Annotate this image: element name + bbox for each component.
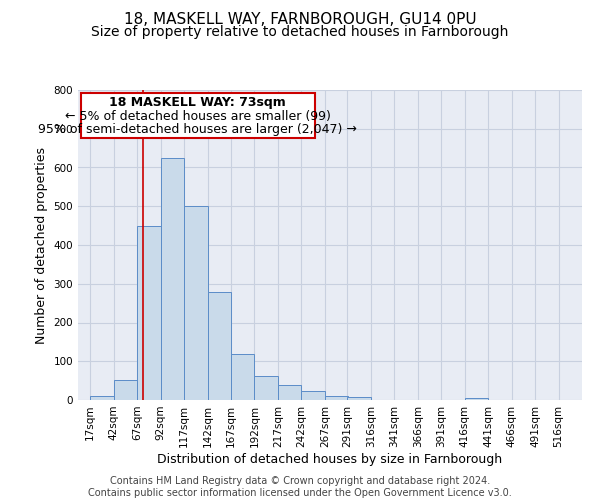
Bar (113, 380, 137, 400)
Text: 18 MASKELL WAY: 73sqm: 18 MASKELL WAY: 73sqm (109, 96, 286, 110)
Bar (301, 392, 325, 400)
Text: 18, MASKELL WAY, FARNBOROUGH, GU14 0PU: 18, MASKELL WAY, FARNBOROUGH, GU14 0PU (124, 12, 476, 28)
Text: Size of property relative to detached houses in Farnborough: Size of property relative to detached ho… (91, 25, 509, 39)
Bar (231, 354, 254, 400)
Bar (137, 226, 161, 400)
Bar (184, 206, 208, 400)
Text: ← 5% of detached houses are smaller (99): ← 5% of detached houses are smaller (99) (65, 110, 331, 123)
Bar (464, 398, 488, 400)
X-axis label: Distribution of detached houses by size in Farnborough: Distribution of detached houses by size … (157, 452, 503, 466)
Bar (254, 376, 278, 400)
Y-axis label: Number of detached properties: Number of detached properties (35, 146, 48, 344)
Bar (325, 396, 349, 400)
Bar (208, 292, 231, 400)
Bar (90, 396, 113, 400)
Text: 95% of semi-detached houses are larger (2,047) →: 95% of semi-detached houses are larger (… (38, 124, 357, 136)
Bar (278, 386, 301, 400)
Text: Contains HM Land Registry data © Crown copyright and database right 2024.
Contai: Contains HM Land Registry data © Crown c… (88, 476, 512, 498)
Bar (347, 397, 371, 400)
Bar (161, 158, 184, 400)
FancyBboxPatch shape (80, 93, 315, 138)
